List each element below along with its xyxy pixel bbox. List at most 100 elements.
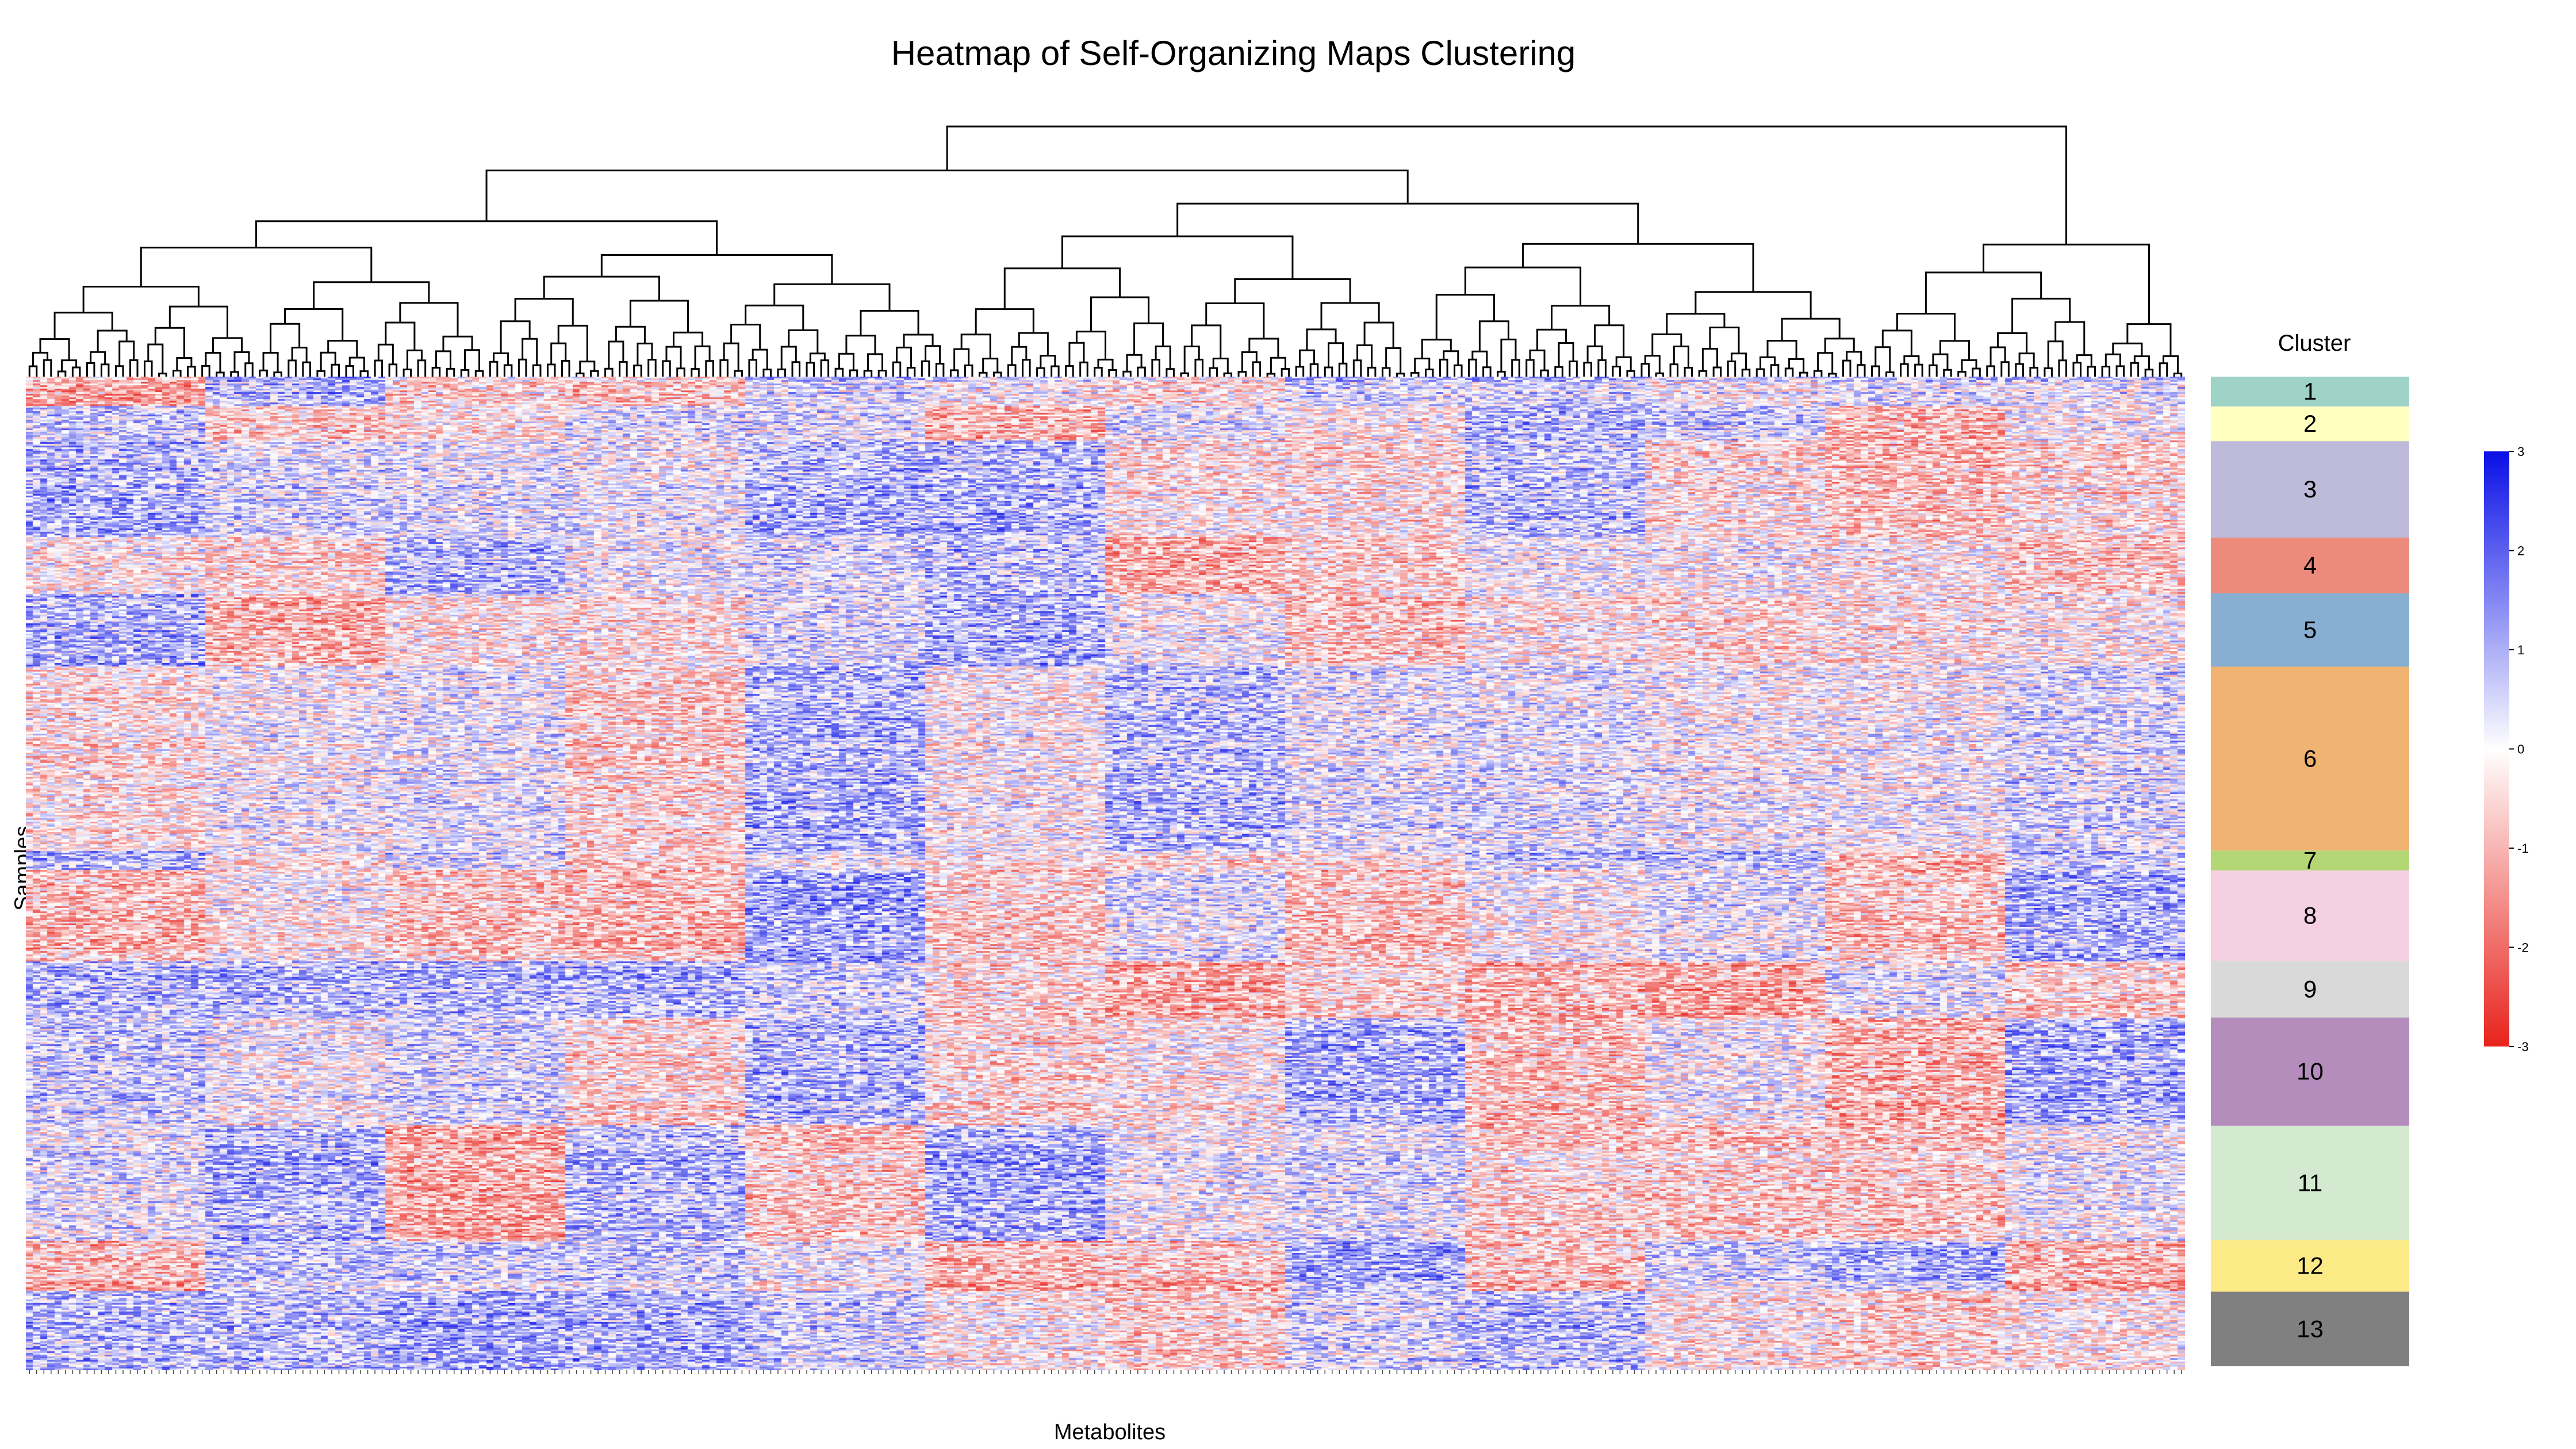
dendrogram-link (71, 366, 81, 377)
cluster-label-6: 6 (2303, 745, 2317, 772)
dendrogram-link (1367, 366, 1377, 377)
dendrogram-link (590, 370, 599, 377)
dendrogram-link (2162, 355, 2179, 374)
dendrogram-link (1454, 364, 1463, 377)
dendrogram-link (1594, 324, 1625, 358)
dendrogram-link (820, 359, 830, 377)
dendrogram-link (2058, 359, 2067, 377)
dendrogram-link (1108, 369, 1117, 377)
dendrogram-link (619, 361, 628, 377)
color-tick-label: 0 (2517, 742, 2524, 757)
dendrogram-link (201, 365, 210, 377)
color-scale-legend: 3 2 1 0 -1 -2 -3 (2484, 444, 2529, 1054)
dendrogram-link (532, 364, 542, 377)
dendrogram-link (1435, 294, 1495, 340)
dendrogram-link (604, 367, 614, 377)
dendrogram-link (600, 254, 833, 285)
dendrogram-link (834, 367, 844, 377)
dendrogram-link (1212, 358, 1229, 374)
dendrogram-link (892, 361, 902, 377)
dendrogram-link (1824, 338, 1855, 353)
dendrogram-link (1234, 278, 1351, 304)
dendrogram-link (57, 370, 67, 377)
dendrogram-link (1558, 342, 1574, 367)
dendrogram-link (493, 352, 509, 365)
dendrogram-link (1464, 266, 1582, 306)
dendrogram-link (216, 371, 225, 377)
color-tick-label: 1 (2517, 643, 2524, 657)
dendrogram-link (633, 365, 642, 377)
dendrogram-link (82, 286, 200, 313)
cluster-segment-12 (2211, 1240, 2409, 1292)
dendrogram-link (1003, 267, 1121, 309)
dendrogram-link (806, 362, 815, 377)
dendrogram-link (1651, 333, 1682, 356)
dendrogram-link (172, 370, 182, 377)
cluster-segment-11 (2211, 1125, 2409, 1240)
dendrogram-link (1209, 367, 1218, 377)
dendrogram-link (1781, 317, 1841, 341)
dendrogram-link (1983, 243, 2150, 324)
chart-title: Heatmap of Self-Organizing Maps Clusteri… (891, 34, 1576, 72)
dendrogram-link (1755, 368, 1765, 377)
cluster-segment-7 (2211, 850, 2409, 871)
dendrogram-link (1075, 331, 1106, 360)
dendrogram-link (1022, 359, 1031, 377)
dendrogram-link (1885, 371, 1895, 377)
dendrogram-link (1385, 347, 1402, 374)
dendrogram-link (1684, 367, 1693, 377)
dendrogram-link (1569, 361, 1578, 377)
dendrogram-link (1989, 346, 2006, 366)
dendrogram-link (2029, 367, 2038, 377)
dendrogram-link (302, 361, 311, 377)
dendrogram-link (1061, 235, 1294, 279)
dendrogram-link (431, 367, 441, 377)
cluster-label-5: 5 (2303, 616, 2317, 643)
dendrogram-link (788, 329, 819, 354)
dendrogram-link (2047, 340, 2064, 369)
dendrogram-link (144, 360, 153, 377)
dendrogram-link (2054, 321, 2086, 355)
dendrogram-link (1356, 344, 1373, 368)
dendrogram-link (417, 359, 427, 377)
dendrogram-link (1961, 359, 1977, 372)
dendrogram-link (39, 338, 70, 361)
dendrogram-link (1799, 371, 1808, 377)
cluster-label-7: 7 (2303, 847, 2317, 874)
dendrogram-link (2115, 365, 2125, 377)
dendrogram-link (1094, 367, 1103, 377)
dendrogram-link (949, 369, 959, 377)
dendrogram-link (546, 363, 556, 377)
dendrogram-link (1237, 371, 1247, 377)
dendrogram-link (399, 302, 459, 337)
dendrogram-link (1759, 356, 1776, 369)
color-tick-label: -2 (2517, 941, 2529, 955)
dendrogram-link (244, 362, 254, 377)
cluster-label-12: 12 (2297, 1252, 2324, 1279)
dendrogram-link (877, 370, 887, 377)
dendrogram-link (1007, 364, 1017, 377)
dendrogram-link (140, 247, 373, 287)
dendrogram-link (1669, 363, 1679, 377)
dendrogram-link (345, 365, 355, 377)
x-axis-label: Metabolites (1053, 1420, 1166, 1444)
dendrogram-link (176, 357, 193, 371)
dendrogram-link (1957, 371, 1966, 377)
dendrogram-link (1871, 365, 1880, 377)
dendrogram-link (474, 370, 484, 377)
dendrogram-link (777, 368, 787, 377)
dendrogram-link (1320, 302, 1380, 329)
dendrogram-link (1338, 362, 1348, 377)
dendrogram-link (313, 281, 430, 309)
cluster-segment-13 (2211, 1291, 2409, 1367)
dendrogram-link (629, 300, 689, 333)
dendrogram-link (1554, 366, 1563, 377)
dendrogram-link (522, 338, 538, 366)
dendrogram-link (1727, 361, 1736, 377)
dendrogram-link (1615, 356, 1632, 371)
dendrogram-link (442, 335, 473, 351)
dendrogram-link (1932, 353, 1949, 370)
dendrogram-link (1151, 359, 1160, 377)
dendrogram-link (1309, 363, 1319, 377)
